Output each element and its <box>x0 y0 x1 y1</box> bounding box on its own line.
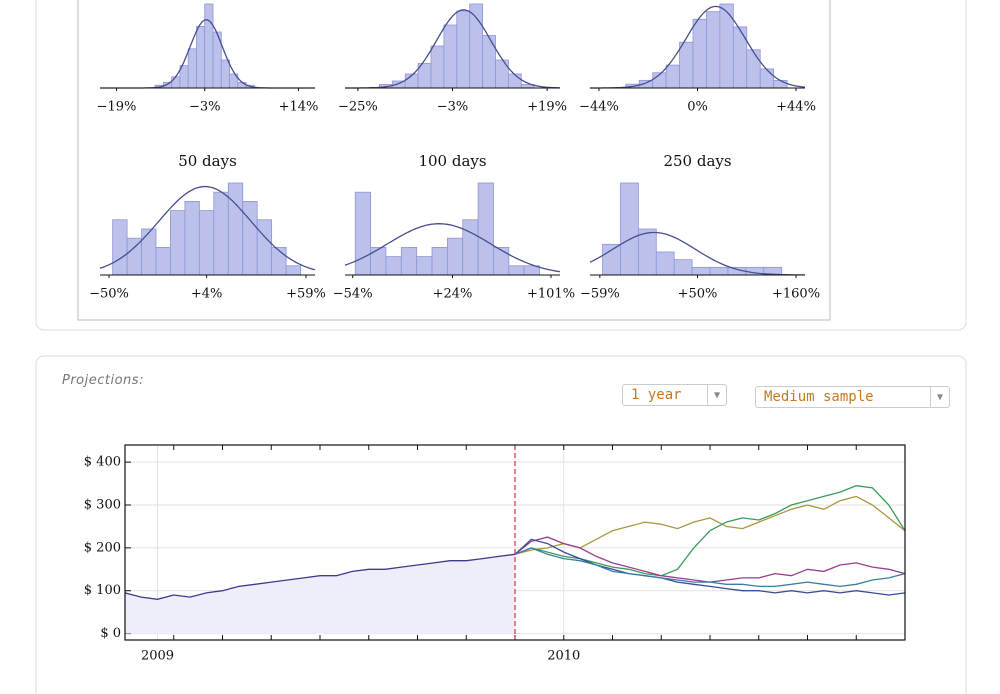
histogram-bar <box>673 259 693 276</box>
x-tick-label: −50% <box>89 287 129 302</box>
histogram-bar <box>416 256 433 276</box>
histogram-bar <box>170 210 186 276</box>
histogram-bar <box>602 243 621 276</box>
histogram-bar <box>285 265 301 276</box>
histogram-bar <box>271 246 287 276</box>
histogram-bar <box>204 3 214 89</box>
projections-heading: Projections: <box>62 373 144 388</box>
histogram-bar <box>430 45 445 89</box>
period-dropdown[interactable]: 1 year ▼ <box>622 384 727 406</box>
histogram-bar <box>665 64 680 89</box>
fit-curve <box>345 9 561 89</box>
histogram-bar <box>477 182 494 276</box>
histogram-bar <box>237 82 247 89</box>
histogram-title: 250 days <box>663 152 731 170</box>
histogram-bar <box>637 228 657 276</box>
histogram-bar <box>746 49 761 89</box>
period-text: 1 year <box>631 387 682 403</box>
histogram-bar <box>456 10 471 89</box>
histogram-bar <box>141 228 157 276</box>
histogram-bar <box>213 191 229 276</box>
x-tick-label: 0% <box>687 100 708 115</box>
y-tick-label: $ 400 <box>84 455 121 470</box>
series-line <box>124 553 516 600</box>
histogram-bar <box>469 3 484 89</box>
x-tick-label: +160% <box>772 287 820 302</box>
histogram-bar <box>691 266 711 276</box>
sample-dropdown[interactable]: Medium sample ▼ <box>755 386 950 408</box>
histogram-bar <box>354 191 371 276</box>
x-tick-label: 2009 <box>141 649 174 664</box>
x-tick-label: −25% <box>338 100 378 115</box>
histogram-bar <box>112 219 128 276</box>
histogram-title: 100 days <box>418 152 486 170</box>
x-tick-label: −44% <box>579 100 619 115</box>
histogram-bar <box>482 35 496 89</box>
histogram-bar <box>242 200 258 276</box>
x-tick-label: +14% <box>279 100 319 115</box>
histogram-bar <box>385 256 402 276</box>
histogram-bar <box>256 219 273 276</box>
dropdown-arrow[interactable]: ▼ <box>930 387 949 407</box>
fit-curve <box>344 223 561 273</box>
plot-frame <box>124 444 906 641</box>
histogram-bar <box>495 59 509 89</box>
histogram-bar <box>443 24 458 89</box>
histogram-bar <box>493 246 510 276</box>
histogram-bar <box>759 68 775 89</box>
y-tick-label: $ 100 <box>84 583 121 598</box>
series-line <box>514 538 906 596</box>
y-tick-label: $ 0 <box>100 626 121 641</box>
x-tick-label: +59% <box>286 287 326 302</box>
sample-text: Medium sample <box>764 389 874 405</box>
histogram-bar <box>126 237 142 276</box>
x-tick-label: +44% <box>776 100 816 115</box>
histogram-bar <box>655 251 675 276</box>
x-tick-label: +4% <box>191 287 223 302</box>
histogram-bar <box>431 246 448 276</box>
histogram-bar <box>706 11 721 89</box>
histogram-bar <box>446 237 464 276</box>
x-tick-label: +24% <box>433 287 473 302</box>
histogram-title: 50 days <box>178 152 237 170</box>
fit-curve <box>589 231 805 276</box>
histogram-bar <box>187 48 197 89</box>
histogram-bar <box>198 210 215 276</box>
x-tick-label: +19% <box>527 100 567 115</box>
histogram-bar <box>507 73 522 89</box>
y-tick-label: $ 200 <box>84 540 121 555</box>
histogram-bar <box>773 79 788 89</box>
x-tick-label: −3% <box>437 100 469 115</box>
histogram-bar <box>227 182 244 276</box>
history-area <box>125 554 515 634</box>
x-tick-label: −54% <box>333 287 373 302</box>
histogram-bar <box>370 246 387 276</box>
histogram-bar <box>508 265 525 276</box>
series-line <box>514 547 906 588</box>
x-tick-label: 2010 <box>547 649 580 664</box>
histogram-bar <box>679 41 694 89</box>
histogram-bar <box>196 25 206 89</box>
histogram-bar <box>462 219 479 276</box>
fit-curve <box>590 5 806 89</box>
x-tick-label: +101% <box>527 287 575 302</box>
histogram-bar <box>220 59 230 89</box>
histogram-bar <box>620 182 639 276</box>
x-tick-label: −3% <box>189 100 221 115</box>
y-tick-label: $ 300 <box>84 498 121 513</box>
fit-curve <box>99 185 316 271</box>
histogram-bar <box>732 26 748 89</box>
x-tick-label: +50% <box>678 287 718 302</box>
histogram-bar <box>709 266 729 276</box>
histogram-bar <box>184 200 200 276</box>
x-tick-label: −19% <box>97 100 137 115</box>
histogram-bar <box>692 18 707 89</box>
histogram-bar <box>171 76 181 89</box>
dropdown-arrow[interactable]: ▼ <box>707 385 726 405</box>
histogram-bar <box>155 246 171 276</box>
histogram-bar <box>400 246 418 276</box>
x-tick-label: −59% <box>580 287 620 302</box>
